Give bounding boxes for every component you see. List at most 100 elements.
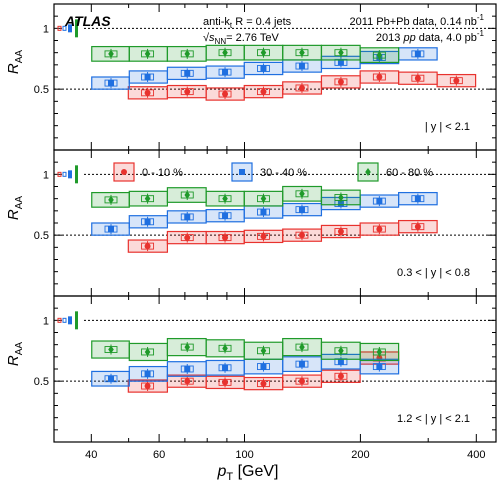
legend-marker [121, 169, 127, 175]
norm-uncert-blue-fill [68, 170, 72, 179]
legend-label: 60 - 80 % [386, 167, 433, 179]
data-point [260, 88, 267, 95]
data-point [260, 363, 267, 370]
norm-uncert-red [57, 317, 62, 323]
y-tick-label: 1 [43, 23, 49, 35]
data-point [108, 49, 114, 58]
panel-1: 0.5 1 RAA 0.3 < | y | < 0.8 [5, 150, 496, 296]
norm-uncert-blue [62, 317, 67, 323]
data-point [376, 226, 383, 233]
data-point [144, 218, 151, 225]
x-tick-label: 40 [85, 449, 97, 461]
data-point [222, 212, 229, 219]
data-point [414, 195, 421, 202]
data-point [299, 48, 305, 57]
data-point [260, 233, 267, 240]
data-point [108, 195, 114, 204]
data-point [337, 228, 344, 235]
data-point [144, 49, 151, 58]
legend: 0 - 10 % 30 - 40 % 60 - 80 % [113, 162, 433, 182]
data-point [144, 74, 151, 80]
data-point [260, 194, 267, 203]
data-point [222, 194, 228, 203]
rapidity-label: 0.3 < | y | < 0.8 [397, 267, 470, 279]
data-point [222, 364, 229, 371]
data-point [298, 378, 305, 385]
data-point [260, 48, 267, 57]
data-point [222, 48, 228, 57]
data-point [144, 383, 151, 390]
y-tick-label: 1 [43, 315, 49, 327]
data-point [299, 189, 305, 198]
data-point [184, 213, 191, 220]
legend-marker [239, 169, 245, 175]
data-point [376, 363, 383, 370]
data-point [414, 223, 421, 230]
rapidity-label: 1.2 < | y | < 2.1 [397, 413, 470, 425]
data-point [298, 361, 305, 368]
data-point [222, 344, 228, 353]
data-point [184, 366, 191, 372]
data-point [108, 226, 115, 233]
data-point [184, 49, 191, 58]
data-point [337, 373, 344, 380]
data-point [338, 48, 344, 57]
data-point [337, 358, 344, 365]
series-circle [127, 219, 438, 253]
pp-data-label: 2013 pp data, 4.0 pb-1 [376, 29, 485, 44]
y-axis-title: RAA [5, 342, 25, 367]
data-point [337, 59, 344, 66]
data-point [260, 346, 267, 355]
series-circle [127, 351, 400, 393]
panels-layer: 0.5 1 RAA | y | < 2.1 0.5 1 RAA 0.3 < | y | < 0… [5, 4, 496, 461]
atlas-label: ATLAS [64, 13, 111, 29]
data-point [298, 206, 305, 213]
series-square [91, 353, 400, 387]
data-point [376, 347, 383, 356]
norm-uncert-blue [62, 171, 67, 177]
y-tick-label: 1 [43, 169, 49, 181]
x-tick-label: 100 [235, 449, 253, 461]
y-tick-label: 0.5 [34, 84, 49, 96]
series-square [91, 191, 438, 236]
data-point [414, 50, 421, 57]
panel-2: 0.5 1 40 60 100 200 400 RAA 1.2 < | y | < 2.1 [5, 296, 496, 461]
data-point [338, 193, 344, 202]
legend-label: 30 - 40 % [260, 167, 307, 179]
data-point [184, 70, 191, 77]
data-point [298, 232, 305, 239]
data-point [376, 74, 383, 80]
norm-uncert-green [75, 311, 78, 330]
data-point [298, 63, 305, 70]
data-point [260, 209, 267, 216]
data-point [222, 234, 229, 241]
y-tick-label: 0.5 [34, 230, 49, 242]
y-axis-title: RAA [5, 50, 25, 75]
data-point [222, 91, 229, 98]
data-point [453, 77, 460, 84]
data-point [414, 75, 421, 82]
data-point [184, 378, 191, 385]
data-point [338, 346, 344, 355]
data-point [184, 234, 191, 241]
data-point [222, 69, 229, 76]
data-point [108, 375, 115, 382]
jet-info-label: anti-kt R = 0.4 jets [203, 16, 292, 30]
norm-uncert-green [75, 165, 78, 184]
data-point [144, 243, 151, 250]
data-point [108, 80, 115, 87]
x-tick-label: 200 [351, 449, 369, 461]
norm-uncert-blue [62, 25, 67, 31]
legend-marker [365, 168, 371, 176]
norm-uncert-green [75, 19, 78, 38]
rapidity-label: | y | < 2.1 [425, 121, 470, 133]
series-circle [127, 70, 477, 101]
data-point [337, 78, 344, 85]
data-point [376, 51, 383, 60]
data-point [144, 89, 151, 96]
data-point [260, 65, 267, 72]
legend-label: 0 - 10 % [142, 167, 183, 179]
series-diamond [91, 185, 361, 208]
y-axis-title: RAA [5, 196, 25, 221]
energy-label: √sNN= 2.76 TeV [203, 32, 279, 46]
